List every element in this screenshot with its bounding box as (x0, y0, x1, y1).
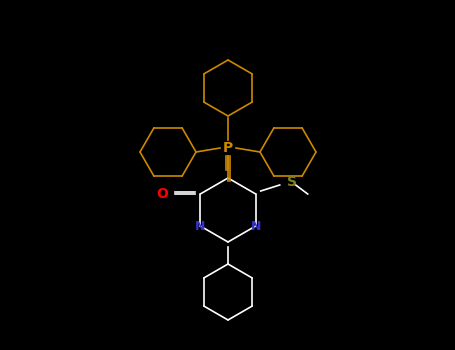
Text: N: N (251, 219, 261, 232)
Text: P: P (223, 141, 233, 155)
Text: S: S (287, 175, 297, 189)
Text: O: O (157, 187, 168, 201)
Text: N: N (195, 219, 206, 232)
